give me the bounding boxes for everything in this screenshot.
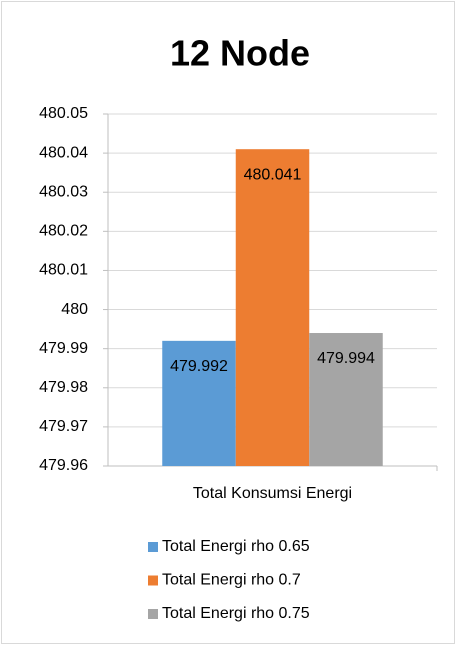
x-tick-label: Total Konsumsi Energi bbox=[193, 485, 352, 502]
bar bbox=[309, 333, 383, 466]
y-tick-label: 480 bbox=[61, 301, 88, 318]
legend-swatch bbox=[148, 575, 158, 586]
y-tick-label: 480.04 bbox=[39, 144, 88, 161]
y-tick-label: 480.01 bbox=[39, 262, 88, 279]
y-tick-label: 480.05 bbox=[39, 105, 88, 122]
legend-swatch bbox=[148, 542, 158, 552]
legend-label: Total Energi rho 0.75 bbox=[162, 605, 310, 622]
bar bbox=[162, 340, 236, 466]
y-tick-label: 479.96 bbox=[39, 457, 88, 474]
chart-title: 12 Node bbox=[170, 33, 310, 74]
legend-swatch bbox=[148, 609, 158, 619]
bar bbox=[235, 149, 310, 466]
data-label: 479.992 bbox=[170, 358, 228, 375]
y-tick-label: 479.99 bbox=[39, 340, 88, 357]
y-tick-label: 479.98 bbox=[39, 379, 88, 396]
y-tick-label: 479.97 bbox=[39, 418, 88, 435]
data-label: 479.994 bbox=[317, 350, 375, 367]
y-tick-label: 480.02 bbox=[39, 223, 88, 240]
y-tick-label: 480.03 bbox=[39, 183, 88, 200]
legend-label: Total Energi rho 0.65 bbox=[162, 538, 310, 555]
legend-label: Total Energi rho 0.7 bbox=[162, 572, 301, 589]
data-label: 480.041 bbox=[244, 166, 302, 183]
